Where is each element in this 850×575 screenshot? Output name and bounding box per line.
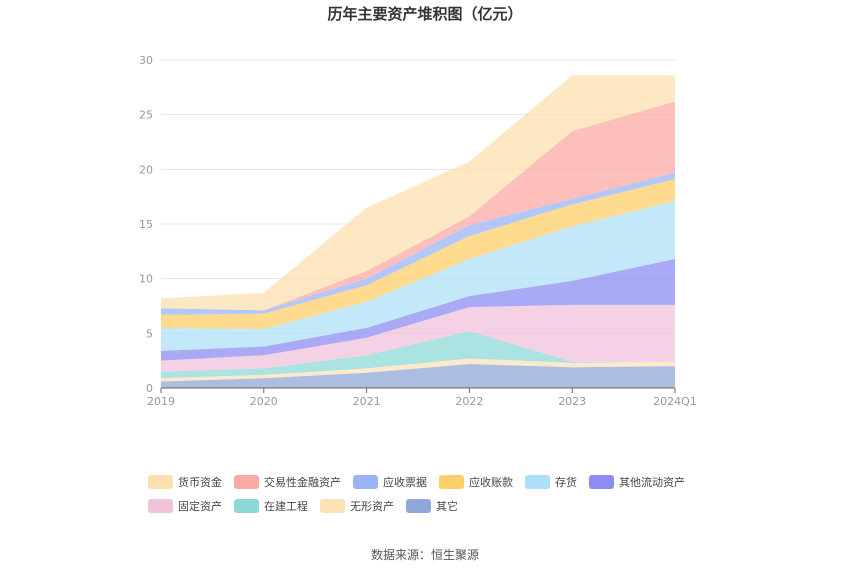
area-货币资金 [161, 75, 675, 311]
legend-item[interactable]: 固定资产 [148, 499, 222, 513]
x-tick-label: 2020 [250, 395, 278, 408]
axes: 0 5 10 15 20 25 30 2019 2020 2021 2022 2023 2024Q1 [139, 54, 697, 408]
area-无形资产 [161, 358, 675, 382]
legend-item[interactable]: 存货 [525, 475, 577, 489]
legend-label: 无形资产 [350, 499, 394, 513]
legend-label: 其他流动资产 [619, 475, 685, 489]
legend-item[interactable]: 其他流动资产 [589, 475, 685, 489]
legend-label: 应收票据 [383, 475, 427, 489]
legend-item[interactable]: 无形资产 [320, 499, 394, 513]
legend-label: 存货 [555, 475, 577, 489]
x-tick-label: 2024Q1 [653, 395, 697, 408]
source-note: 数据来源：恒生聚源 [371, 547, 479, 562]
area-交易性金融资产 [161, 101, 675, 311]
legend-swatch [353, 475, 378, 489]
legend-label: 其它 [436, 499, 458, 513]
legend-item[interactable]: 货币资金 [148, 475, 222, 489]
legend-item[interactable]: 在建工程 [234, 499, 308, 513]
area-固定资产 [161, 304, 675, 372]
legend-label: 在建工程 [264, 499, 308, 513]
y-tick-label: 5 [146, 327, 153, 340]
legend-item[interactable]: 其它 [406, 499, 458, 513]
legend-swatch [589, 475, 614, 489]
x-tick-label: 2019 [147, 395, 175, 408]
legend-item[interactable]: 应收账款 [439, 475, 513, 489]
chart-title: 历年主要资产堆积图（亿元） [327, 5, 522, 23]
area-在建工程 [161, 331, 675, 379]
legend-swatch [234, 475, 259, 489]
legend-swatch [439, 475, 464, 489]
y-tick-label: 15 [139, 218, 153, 231]
y-tick-label: 20 [139, 163, 153, 176]
legend-label: 交易性金融资产 [264, 475, 341, 489]
area-存货 [161, 201, 675, 351]
legend-swatch [406, 499, 431, 513]
legend-swatch [148, 499, 173, 513]
legend-label: 固定资产 [178, 499, 222, 513]
x-tick-label: 2021 [353, 395, 381, 408]
x-tick-label: 2022 [455, 395, 483, 408]
legend-item[interactable]: 应收票据 [353, 475, 427, 489]
legend-swatch [148, 475, 173, 489]
y-tick-label: 10 [139, 273, 153, 286]
area-应收票据 [161, 172, 675, 315]
area-其它 [161, 363, 675, 388]
area-应收账款 [161, 179, 675, 329]
legend-label: 应收账款 [469, 475, 513, 489]
legend-swatch [234, 499, 259, 513]
area-其他流动资产 [161, 258, 675, 361]
y-tick-label: 0 [146, 382, 153, 395]
y-tick-label: 30 [139, 54, 153, 67]
y-tick-label: 25 [139, 109, 153, 122]
x-tick-label: 2023 [558, 395, 586, 408]
area-series [161, 75, 675, 388]
legend-item[interactable]: 交易性金融资产 [234, 475, 341, 489]
legend-swatch [525, 475, 550, 489]
legend-swatch [320, 499, 345, 513]
legend-label: 货币资金 [178, 475, 222, 489]
